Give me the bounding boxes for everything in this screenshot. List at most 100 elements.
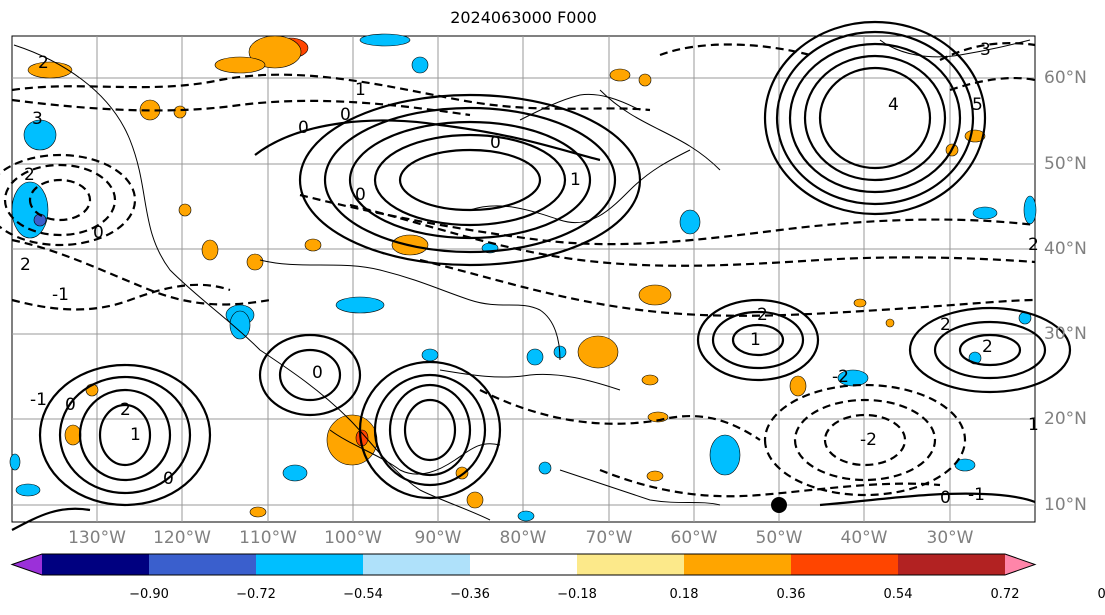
contour-label: -1 <box>52 285 69 305</box>
contour-label: 2 <box>1028 235 1039 255</box>
contour-label: 3 <box>980 40 991 60</box>
contour-solid <box>98 403 152 467</box>
contour-solid <box>373 133 567 227</box>
anomaly-patch <box>538 461 552 475</box>
longitude-label: 60°W <box>670 528 718 548</box>
colorbar-segment <box>42 554 150 575</box>
longitude-label: 100°W <box>324 528 382 548</box>
coastlines <box>13 39 1031 521</box>
contour-label: 0 <box>490 133 501 153</box>
latitude-label: 20°N <box>1044 409 1087 429</box>
contour-label: 2 <box>24 165 35 185</box>
contour-label: 0 <box>65 395 76 415</box>
anomaly-patch <box>1023 195 1037 225</box>
contour-solid <box>258 333 362 417</box>
contour-dashed <box>419 258 1036 317</box>
colorbar-tick-label: 0.54 <box>883 587 913 602</box>
longitude-label: 130°W <box>68 528 126 548</box>
anomaly-patch <box>27 61 73 79</box>
colorbar-segment <box>363 554 471 575</box>
latitude-label: 50°N <box>1044 154 1087 174</box>
contour-dashed <box>949 76 1036 92</box>
colorbar-segment <box>791 554 899 575</box>
anomaly-patch <box>466 491 484 509</box>
contour-label: -1 <box>30 390 47 410</box>
contour-label: 2 <box>38 53 49 73</box>
contour-label: 2 <box>20 255 31 275</box>
contour-solid <box>763 20 987 216</box>
chart-title: 2024063000 F000 <box>450 8 597 27</box>
contour-solid <box>958 333 1022 367</box>
contour-solid <box>819 492 1036 507</box>
anomaly-patch <box>173 105 187 119</box>
contour-dashed <box>11 283 231 311</box>
latitude-label: 40°N <box>1044 239 1087 259</box>
contour-solid <box>933 320 1047 380</box>
contour-solid <box>711 310 805 370</box>
colorbar-tick-label: −0.36 <box>450 587 490 602</box>
contour-label: 1 <box>750 330 761 350</box>
anomaly-patch <box>789 375 807 397</box>
contour-label: 1 <box>1028 415 1039 435</box>
contour-dashed <box>11 98 471 117</box>
colorbar-outline <box>10 553 1037 576</box>
contour-label: 0 <box>93 223 104 243</box>
contour-solid <box>818 66 932 170</box>
contour-label: -2 <box>832 367 849 387</box>
contour-dashed <box>479 389 761 441</box>
anomaly-patch <box>638 73 652 87</box>
anomaly-patch <box>178 203 192 217</box>
contour-dashed <box>299 193 1036 246</box>
contour-solid <box>908 306 1072 394</box>
anomaly-patch <box>249 506 267 518</box>
colorbar-arrow-min <box>12 554 42 575</box>
anomaly-patch <box>304 238 322 252</box>
contour-dashed <box>763 383 967 497</box>
longitude-label: 80°W <box>499 528 547 548</box>
longitude-label: 30°W <box>926 528 974 548</box>
contour-solid <box>388 383 472 477</box>
anomaly-patch <box>709 434 741 476</box>
contour-label: 0 <box>312 363 323 383</box>
colorbar-tick-label: 0.18 <box>669 587 699 602</box>
contour-label: 0 <box>340 105 351 125</box>
contour-label: 1 <box>355 80 366 100</box>
colorbar <box>10 553 1037 576</box>
graticule-grid <box>12 36 1035 522</box>
colorbar-tick-label: −0.54 <box>343 587 383 602</box>
longitude-label: 50°W <box>755 528 803 548</box>
contour-label: -1 <box>968 485 985 505</box>
contour-solid <box>358 360 502 500</box>
anomaly-patch <box>526 348 544 366</box>
colorbar-segment <box>684 554 792 575</box>
contour-dashed <box>0 153 137 247</box>
latitude-label: 10°N <box>1044 495 1087 515</box>
contour-dashed <box>659 43 811 57</box>
contour-lines <box>0 20 1072 531</box>
anomaly-patch <box>359 33 411 47</box>
colorbar-segment <box>470 554 578 575</box>
contour-dashed <box>793 398 937 482</box>
contour-solid <box>58 375 192 495</box>
contour-label: 0 <box>163 469 174 489</box>
anomaly-patch <box>335 296 385 314</box>
contour-label: 2 <box>940 315 951 335</box>
colorbar-tick-label: −0.18 <box>557 587 597 602</box>
anomaly-patch <box>23 119 57 151</box>
contour-solid <box>11 507 91 531</box>
anomaly-patch <box>229 310 251 340</box>
anomaly-patch <box>246 253 264 271</box>
anomaly-patch <box>646 470 664 482</box>
contour-label: 0 <box>355 185 366 205</box>
longitude-label: 70°W <box>585 528 633 548</box>
contour-label: 2 <box>982 337 993 357</box>
anomaly-patch <box>679 209 701 235</box>
anomaly-patch <box>201 239 219 261</box>
colorbar-tick-label: −0.72 <box>236 587 276 602</box>
contour-solid <box>348 120 592 240</box>
anomaly-patch <box>9 453 21 471</box>
contour-solid <box>78 388 172 482</box>
colorbar-segment <box>577 554 685 575</box>
contour-solid <box>278 348 342 402</box>
